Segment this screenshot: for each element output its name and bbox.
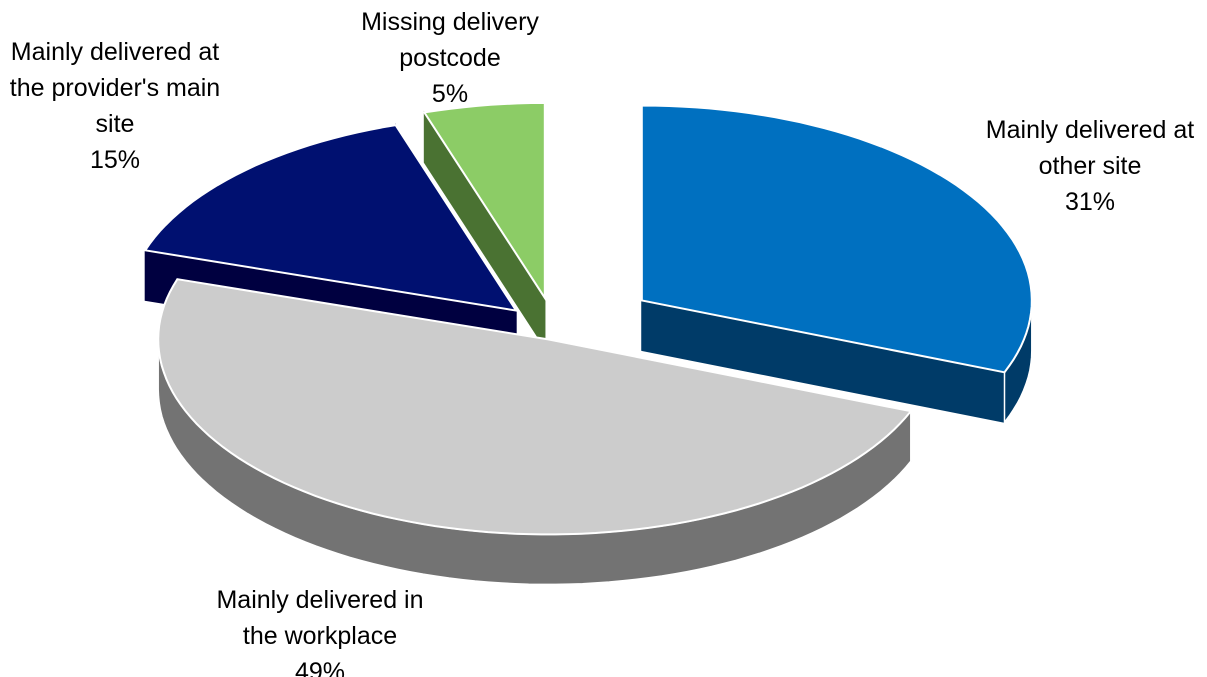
slice (422, 101, 546, 302)
slice (640, 104, 1033, 374)
label-name: Mainly delivered in the workplace (216, 586, 424, 650)
data-label: Mainly delivered at the provider's main … (0, 34, 235, 178)
label-value: 49% (294, 658, 346, 677)
label-name: Mainly delivered at other site (985, 116, 1195, 180)
label-name: Missing delivery postcode (361, 8, 539, 72)
label-value: 5% (431, 80, 469, 108)
slice (157, 278, 913, 536)
label-value: 15% (89, 146, 141, 174)
slice (143, 124, 519, 312)
data-label: Mainly delivered in the workplace 49% (200, 582, 440, 677)
label-name: Mainly delivered at the provider's main … (9, 38, 221, 138)
label-value: 31% (1064, 188, 1116, 216)
data-label: Mainly delivered at other site 31% (970, 112, 1207, 220)
data-label: Missing delivery postcode 5% (330, 4, 570, 112)
